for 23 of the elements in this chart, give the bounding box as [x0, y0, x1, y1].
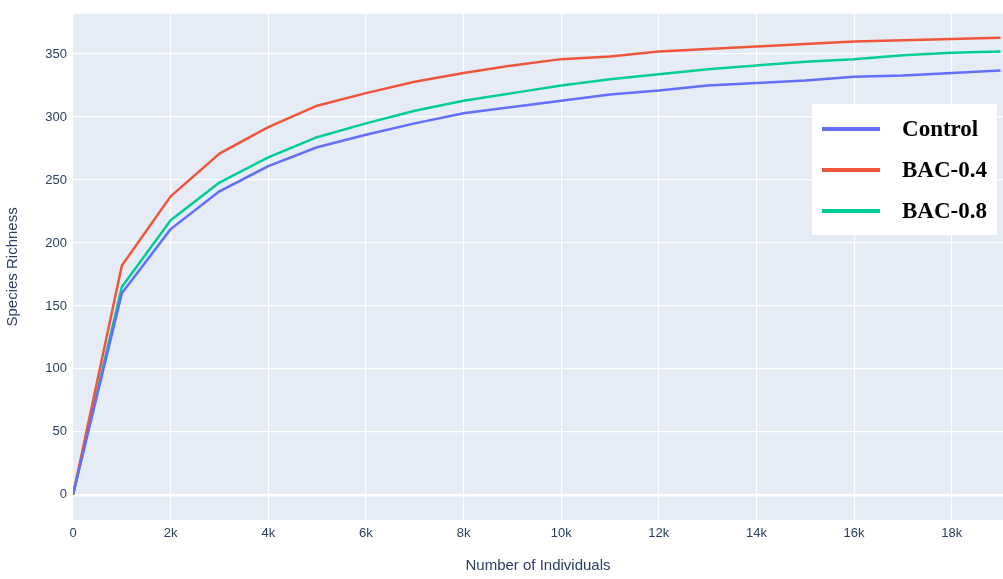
x-tick-label: 18k [941, 525, 963, 541]
x-axis-title: Number of Individuals [465, 556, 611, 574]
y-tick-label: 200 [45, 234, 67, 250]
y-tick-label: 50 [52, 423, 67, 439]
y-tick-label: 250 [45, 171, 67, 187]
x-tick-label: 10k [550, 525, 573, 541]
x-tick-label: 12k [648, 525, 670, 541]
legend-label: Control [902, 115, 979, 142]
x-tick-label: 8k [456, 525, 471, 541]
legend-label: BAC-0.4 [902, 156, 987, 183]
y-tick-label: 150 [45, 297, 67, 313]
x-tick-label: 16k [843, 525, 866, 541]
y-tick-label: 0 [59, 486, 67, 502]
x-tick-label: 4k [261, 525, 276, 541]
y-axis-title: Species Richness [3, 207, 21, 327]
x-tick-label: 0 [69, 525, 77, 541]
x-tick-label: 2k [163, 525, 178, 541]
x-tick-label: 6k [359, 525, 374, 541]
x-tick-label: 14k [745, 525, 768, 541]
y-tick-label: 350 [45, 45, 67, 61]
legend-label: BAC-0.8 [902, 197, 987, 224]
y-tick-label: 100 [45, 360, 67, 376]
y-tick-label: 300 [45, 108, 67, 124]
